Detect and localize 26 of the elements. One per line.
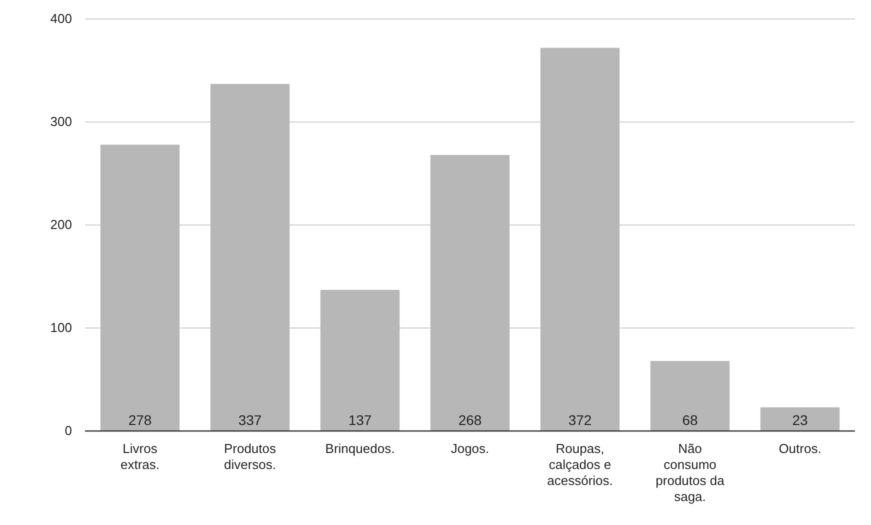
y-tick-label: 0 — [64, 423, 72, 438]
bar — [540, 48, 620, 431]
data-label: 278 — [128, 412, 152, 428]
x-tick-label: Não consumo produtos da saga. — [656, 441, 726, 504]
x-tick-label: Roupas, calçados e acessórios. — [547, 441, 613, 488]
bar — [320, 290, 400, 431]
bar — [650, 360, 730, 431]
x-tick-label: Produtos diversos. — [224, 441, 277, 472]
y-tick-label: 100 — [50, 320, 72, 336]
x-tick-label: Outros. — [778, 441, 822, 456]
data-label: 68 — [682, 412, 698, 428]
data-label: 137 — [348, 412, 372, 428]
x-tick-label: Livros extras. — [120, 441, 160, 472]
bar — [760, 407, 840, 431]
bar — [430, 154, 510, 431]
x-tick-label: Brinquedos. — [325, 441, 395, 456]
y-tick-label: 400 — [50, 11, 72, 26]
y-tick-label: 300 — [50, 114, 72, 130]
data-label: 268 — [458, 412, 482, 428]
x-tick-label: Jogos. — [450, 441, 490, 456]
data-label: 337 — [238, 412, 262, 428]
data-label: 372 — [568, 412, 592, 428]
y-tick-label: 200 — [50, 217, 72, 232]
data-label: 23 — [792, 412, 808, 428]
bar — [100, 144, 180, 431]
bar — [210, 84, 290, 431]
